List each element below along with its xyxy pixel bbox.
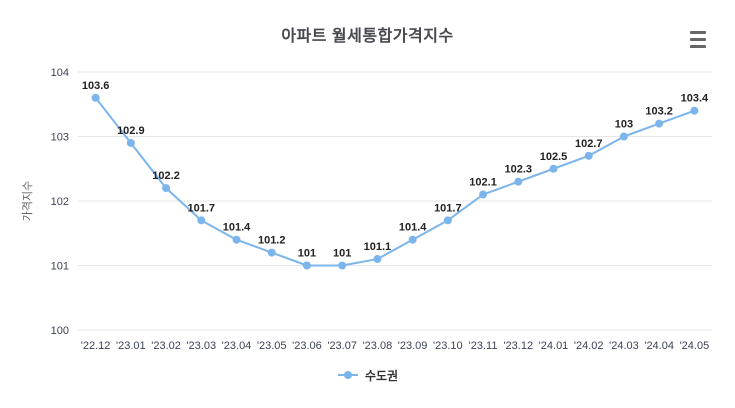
chart-title: 아파트 월세통합가격지수 — [281, 28, 454, 45]
data-point[interactable] — [619, 132, 628, 141]
y-axis-title: 가격지수 — [21, 181, 34, 221]
data-label: 103.6 — [82, 80, 110, 92]
data-point[interactable] — [408, 235, 417, 244]
data-label: 101.7 — [188, 202, 216, 214]
x-tick-label: '23.09 — [398, 340, 428, 352]
legend-line-marker-icon — [337, 371, 358, 379]
data-point[interactable] — [162, 184, 171, 193]
data-label: 102.3 — [505, 164, 533, 176]
data-label: 101.4 — [223, 222, 251, 234]
data-label: 101 — [298, 248, 316, 260]
data-point[interactable] — [443, 216, 452, 225]
chart-svg: 100 101 102 103 104 가격지수 '22.12 '23.01 '23.02 '23… — [21, 67, 712, 352]
data-label: 101.2 — [258, 235, 286, 247]
hamburger-bar — [690, 38, 706, 41]
data-point[interactable] — [126, 138, 135, 147]
data-point[interactable] — [91, 93, 100, 102]
data-point[interactable] — [690, 106, 699, 115]
data-point[interactable] — [267, 248, 276, 257]
x-tick-label: '23.07 — [327, 340, 357, 352]
hamburger-menu-icon[interactable] — [687, 31, 709, 48]
y-tick-label: 100 — [51, 325, 69, 337]
hamburger-bar — [690, 31, 706, 34]
data-label: 102.5 — [540, 151, 568, 163]
y-tick-label: 101 — [51, 261, 69, 273]
y-tick-label: 103 — [51, 132, 69, 144]
y-tick-label: 104 — [51, 67, 69, 79]
legend-item[interactable]: 수도권 — [0, 363, 735, 387]
data-label: 103.2 — [645, 106, 673, 118]
x-tick-label: '23.02 — [151, 340, 181, 352]
data-point[interactable] — [655, 119, 664, 128]
x-tick-label: '23.08 — [363, 340, 393, 352]
data-label: 103 — [615, 119, 633, 131]
x-tick-label: '23.11 — [469, 340, 498, 352]
data-label: 102.7 — [575, 138, 603, 150]
x-tick-label: '24.03 — [609, 340, 639, 352]
x-tick-label: '23.04 — [222, 340, 252, 352]
y-tick-label: 102 — [51, 196, 69, 208]
x-tick-label: '23.10 — [433, 340, 463, 352]
x-tick-label: '23.06 — [292, 340, 322, 352]
hamburger-bar — [690, 45, 706, 48]
data-label: 101.4 — [399, 222, 427, 234]
data-label: 101.7 — [434, 202, 462, 214]
x-tick-label: '23.12 — [503, 340, 533, 352]
data-label: 102.9 — [117, 125, 145, 137]
data-point[interactable] — [302, 261, 311, 270]
x-tick-label: '22.12 — [81, 340, 111, 352]
data-point[interactable] — [514, 177, 523, 186]
data-point[interactable] — [584, 151, 593, 160]
data-label: 101.1 — [364, 241, 392, 253]
data-label: 103.4 — [681, 93, 709, 105]
data-point[interactable] — [373, 255, 382, 264]
x-tick-label: '24.01 — [539, 340, 569, 352]
data-label: 102.2 — [152, 170, 180, 182]
x-tick-label: '24.05 — [680, 340, 710, 352]
x-tick-label: '24.02 — [574, 340, 604, 352]
data-point[interactable] — [197, 216, 206, 225]
data-point[interactable] — [338, 261, 347, 270]
series-line — [94, 96, 696, 267]
data-point[interactable] — [232, 235, 241, 244]
x-tick-label: '23.03 — [186, 340, 216, 352]
data-point[interactable] — [549, 164, 558, 173]
legend-label: 수도권 — [364, 368, 399, 383]
data-label: 102.1 — [469, 177, 497, 189]
x-tick-label: '23.05 — [257, 340, 287, 352]
x-tick-label: '23.01 — [116, 340, 146, 352]
data-point[interactable] — [479, 190, 488, 199]
data-label: 101 — [333, 248, 351, 260]
x-tick-label: '24.04 — [644, 340, 674, 352]
